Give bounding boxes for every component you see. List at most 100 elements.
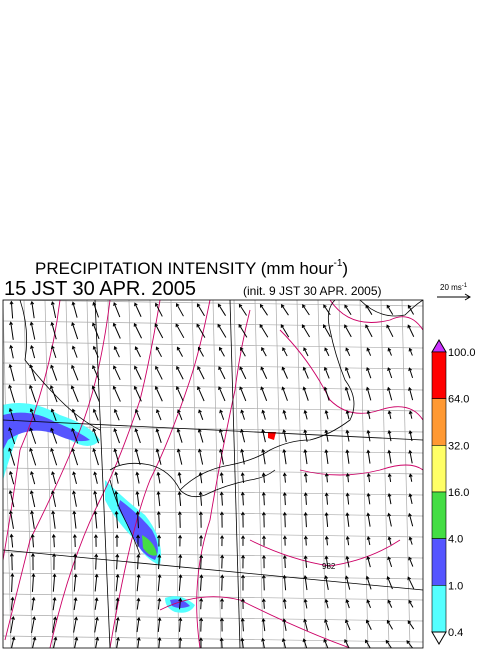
wind-arrow [345,599,350,609]
wind-arrow [32,636,37,648]
wind-arrow [366,512,371,527]
wind-arrow [177,471,182,484]
wind-arrow [136,636,141,648]
wind-arrow [302,366,309,379]
wind-arrow [365,304,373,315]
wind-arrow [92,408,99,421]
wind-arrow [178,637,183,648]
wind-arrow [239,386,247,402]
wind-arrow [30,300,35,319]
wind-arrow [366,492,371,505]
wind-arrow [324,512,329,527]
wind-arrow [240,598,245,609]
wind-arrow [239,366,247,380]
wind-arrow [302,638,308,648]
wind-arrow [282,618,287,631]
wind-arrow [385,639,392,648]
wind-arrow [178,617,183,632]
wind-arrow [70,385,79,403]
wind-arrow [344,386,351,401]
wind-arrow [72,471,77,484]
wind-arrow [52,553,57,570]
wind-arrow [219,472,224,484]
wind-arrow [220,574,225,591]
grid-line [65,300,75,648]
wind-arrow [9,300,14,319]
wind-arrow [49,385,58,403]
wind-arrow [282,472,287,483]
wind-arrow [50,408,57,421]
wind-arrow [94,597,99,610]
wind-arrow [176,428,183,443]
wind-arrow [50,447,58,466]
wind-arrow [30,552,35,571]
grid-line [3,572,423,580]
wind-arrow [324,598,329,609]
vector-scale-superscript: -1 [462,283,468,289]
wind-arrow [282,409,287,420]
wind-arrow [280,324,290,338]
colorbar-label: 32.0 [448,440,469,452]
wind-arrow [387,599,393,608]
wind-arrow [240,637,245,648]
wind-arrow [136,616,141,633]
wind-arrow [8,470,15,485]
wind-arrow [387,473,392,482]
wind-arrow [115,534,119,547]
wind-arrow [176,448,183,465]
wind-arrow [241,535,245,546]
grid-line [3,404,423,412]
wind-arrow [219,637,224,648]
wind-arrow [344,324,352,338]
wind-arrow [282,598,287,609]
wind-arrow [115,553,120,570]
wind-arrow [71,427,79,444]
wind-arrow [345,449,350,464]
wind-arrow [303,598,308,609]
colorbar-segment [431,491,447,539]
init-time: (init. 9 JST 30 APR. 2005) [243,284,382,298]
wind-arrow [8,489,15,508]
wind-arrow [282,491,287,506]
wind-arrow [133,322,143,339]
wind-arrow [366,366,372,379]
coastline [19,300,423,556]
wind-arrow [365,386,372,401]
grid-line [86,300,96,648]
colorbar-label: 16.0 [448,487,469,499]
grid-line [254,300,264,648]
wind-arrow [261,617,266,632]
wind-arrow [157,573,162,592]
wind-arrow [93,510,98,529]
wind-arrow [31,596,36,611]
wind-arrow [113,428,120,444]
wind-arrow [136,573,141,592]
wind-arrow [303,555,308,568]
wind-arrow [219,617,224,632]
grid-line [3,635,423,643]
vector-scale: 20 ms-1 [440,283,468,292]
map: 982 [3,300,423,648]
wind-arrow [344,638,350,648]
wind-arrow [324,409,329,420]
wind-arrow [344,619,351,631]
wind-arrow [324,347,330,357]
colorbar-segment [431,445,447,493]
wind-arrow [365,619,372,630]
wind-arrow [408,536,413,545]
wind-arrow [282,555,287,569]
wind-arrow [240,617,245,632]
grid-line [3,341,423,349]
wind-arrow [175,302,184,317]
grid-line [3,300,423,307]
wind-arrow [29,384,37,403]
wind-arrow [30,510,35,529]
wind-arrow [29,427,37,444]
wind-arrow [282,574,287,591]
wind-arrow [50,490,57,507]
wind-arrow [217,323,227,338]
wind-arrow [93,490,98,507]
wind-arrow [135,510,140,529]
wind-arrow [345,555,350,568]
wind-arrow [345,492,350,505]
